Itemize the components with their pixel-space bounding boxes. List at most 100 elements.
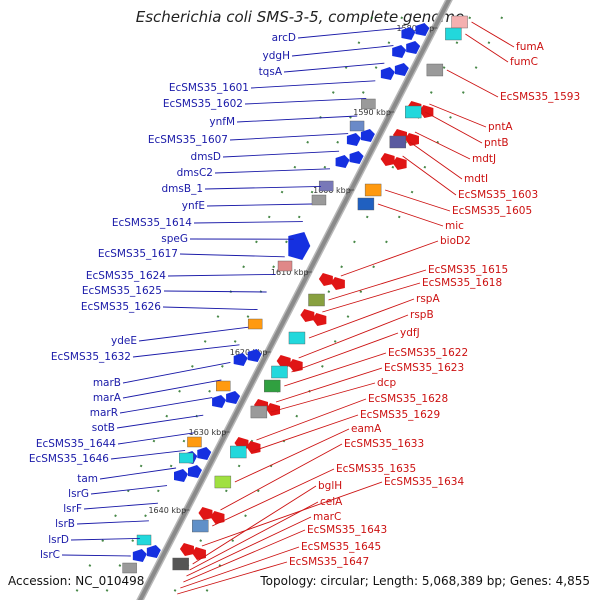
forward-leader-line xyxy=(250,80,376,89)
reverse-gene-box xyxy=(172,557,189,571)
tick-label: 1590 kbp xyxy=(353,108,391,117)
forward-gene-label: dmsD xyxy=(191,151,221,163)
reverse-gene-arrow xyxy=(276,355,291,368)
reverse-leader-line xyxy=(377,203,444,227)
reverse-leader-line xyxy=(291,332,399,373)
reverse-gene-arrow xyxy=(392,157,407,170)
reverse-gene-label: EcSMS35_1635 xyxy=(336,463,416,475)
reverse-leader-line xyxy=(201,481,383,547)
reverse-leader-line xyxy=(270,382,376,413)
reverse-gene-box xyxy=(405,105,422,119)
forward-gene-label: sotB xyxy=(92,422,115,434)
forward-gene-box xyxy=(361,98,376,110)
forward-gene-arrow xyxy=(349,151,364,164)
reverse-gene-label: bglH xyxy=(318,480,342,492)
reverse-gene-arrow xyxy=(380,153,395,166)
forward-gene-arrow xyxy=(288,232,311,260)
forward-leader-line xyxy=(122,361,231,384)
reverse-gene-box xyxy=(192,519,209,533)
reverse-leader-line xyxy=(284,352,387,387)
reverse-gene-arrow xyxy=(191,547,206,560)
forward-gene-box xyxy=(187,436,202,448)
forward-gene-label: EcSMS35_1601 xyxy=(169,82,249,94)
reverse-gene-label: EcSMS35_1605 xyxy=(452,205,532,217)
forward-gene-arrow xyxy=(335,155,350,168)
reverse-gene-label: fumC xyxy=(510,56,538,68)
forward-leader-line xyxy=(193,221,303,224)
reverse-gene-label: EcSMS35_1615 xyxy=(428,264,508,276)
reverse-gene-label: mic xyxy=(445,220,464,232)
forward-leader-line xyxy=(138,326,249,342)
forward-gene-arrow xyxy=(247,349,262,362)
forward-leader-line xyxy=(163,290,267,293)
reverse-leader-line xyxy=(275,367,383,403)
track-dots xyxy=(101,0,413,600)
forward-gene-label: lsrG xyxy=(68,488,89,500)
reverse-gene-label: pntB xyxy=(484,137,509,149)
forward-gene-label: ynfE xyxy=(182,200,205,212)
reverse-leader-line xyxy=(183,529,306,583)
reverse-gene-label: EcSMS35_1618 xyxy=(422,277,502,289)
reverse-leader-line xyxy=(220,443,343,511)
forward-leader-line xyxy=(110,449,186,460)
forward-gene-arrow xyxy=(174,469,189,482)
reverse-gene-label: EcSMS35_1647 xyxy=(289,556,369,568)
reverse-leader-line xyxy=(384,189,451,212)
reverse-leader-line xyxy=(186,516,312,577)
reverse-leader-line xyxy=(234,428,350,483)
forward-gene-arrow xyxy=(415,23,430,36)
forward-leader-line xyxy=(206,203,312,207)
forward-leader-line xyxy=(116,414,204,429)
forward-gene-arrow xyxy=(380,67,395,80)
reverse-gene-box xyxy=(364,183,382,197)
gene-features xyxy=(122,15,468,574)
forward-gene-label: EcSMS35_1607 xyxy=(148,134,228,146)
forward-gene-box xyxy=(136,534,152,546)
forward-gene-label: ydgH xyxy=(263,50,290,62)
forward-gene-label: EcSMS35_1614 xyxy=(112,217,192,229)
forward-gene-arrow xyxy=(401,27,416,40)
reverse-gene-box xyxy=(271,365,288,379)
forward-gene-box xyxy=(311,194,327,206)
forward-gene-box xyxy=(349,120,365,132)
forward-gene-arrow xyxy=(132,549,147,562)
reverse-gene-label: mdtI xyxy=(464,173,488,185)
reverse-gene-arrow xyxy=(404,133,419,146)
forward-leader-line xyxy=(61,554,131,557)
forward-gene-label: marB xyxy=(93,377,121,389)
reverse-leader-line xyxy=(298,314,409,359)
forward-gene-arrow xyxy=(360,129,375,142)
forward-leader-line xyxy=(236,115,358,123)
forward-gene-arrow xyxy=(212,395,227,408)
reverse-leader-line xyxy=(192,485,317,565)
reverse-leader-line xyxy=(414,131,471,160)
reverse-gene-box xyxy=(445,27,462,41)
reverse-gene-box xyxy=(230,445,247,459)
reverse-gene-arrow xyxy=(246,441,261,454)
forward-gene-label: ydeE xyxy=(111,335,137,347)
reverse-gene-label: pntA xyxy=(488,121,513,133)
forward-gene-label: lsrB xyxy=(55,518,75,530)
reverse-gene-label: celA xyxy=(320,496,343,508)
forward-gene-label: EcSMS35_1625 xyxy=(82,285,162,297)
forward-gene-label: speG xyxy=(161,233,188,245)
reverse-gene-box xyxy=(308,293,325,307)
forward-leader-line xyxy=(167,273,276,277)
map-title: Escherichia coli SMS-3-5, complete genom… xyxy=(135,8,465,26)
forward-gene-box xyxy=(122,562,137,574)
tick-label: 1580 kbp xyxy=(396,24,434,33)
reverse-leader-line xyxy=(429,103,487,128)
forward-leader-line xyxy=(179,253,285,258)
reverse-gene-arrow xyxy=(318,273,333,286)
reverse-gene-label: EcSMS35_1633 xyxy=(344,438,424,450)
reverse-gene-arrow xyxy=(266,403,281,416)
forward-gene-label: tam xyxy=(77,473,98,485)
reverse-leader-line xyxy=(256,398,367,441)
reverse-gene-label: bioD2 xyxy=(440,235,471,247)
reverse-gene-box xyxy=(250,405,268,419)
forward-gene-arrow xyxy=(226,391,241,404)
forward-gene-arrow xyxy=(188,465,203,478)
forward-gene-arrow xyxy=(197,447,212,460)
forward-gene-label: EcSMS35_1624 xyxy=(86,270,166,282)
forward-gene-box xyxy=(179,452,194,464)
